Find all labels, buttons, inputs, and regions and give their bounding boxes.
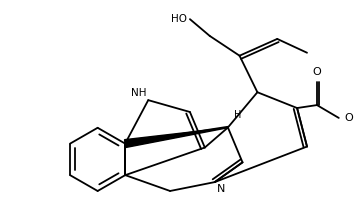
Text: O: O — [312, 67, 321, 77]
Text: HO: HO — [171, 14, 187, 24]
Text: N: N — [217, 184, 225, 194]
Text: H: H — [234, 110, 241, 120]
Polygon shape — [125, 128, 228, 147]
Text: O: O — [345, 113, 354, 123]
Text: NH: NH — [131, 88, 146, 98]
